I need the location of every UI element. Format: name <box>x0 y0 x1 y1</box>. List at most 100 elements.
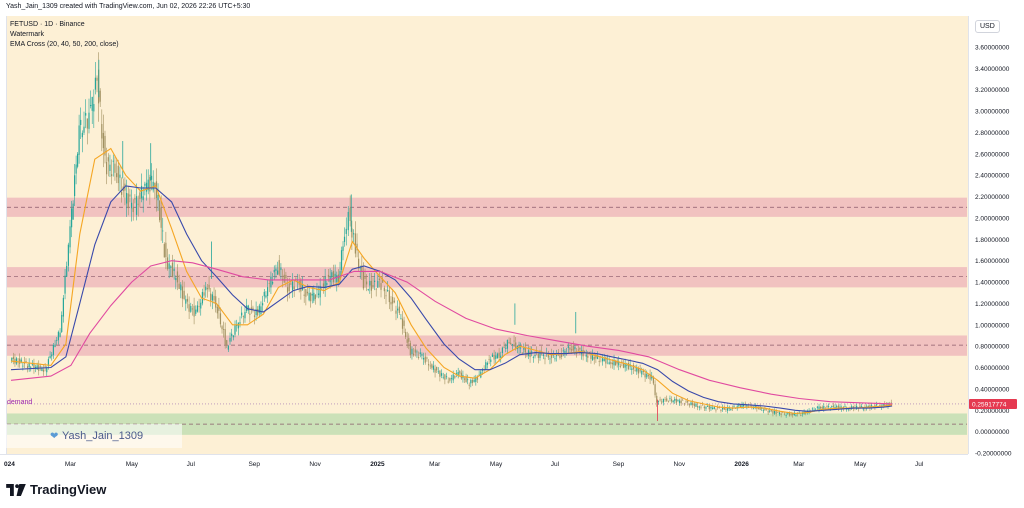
y-tick-label: 3.60000000 <box>975 45 1010 52</box>
candle-body <box>345 228 347 234</box>
candle-body <box>252 307 254 311</box>
candle-body <box>19 358 21 364</box>
candle-body <box>574 346 576 350</box>
candle-body <box>205 286 207 291</box>
candle-body <box>669 398 671 399</box>
candle-body <box>500 355 502 358</box>
candle-body <box>614 361 617 366</box>
candle-body <box>440 373 443 376</box>
candle-body <box>605 357 607 364</box>
candle-body <box>90 105 92 107</box>
y-tick-label: 2.60000000 <box>975 151 1010 158</box>
candle-body <box>66 265 68 277</box>
candle-body <box>661 401 663 403</box>
candle-body <box>380 283 382 290</box>
candle-body <box>275 268 277 271</box>
candle-body <box>733 405 735 407</box>
candle-body <box>562 350 564 352</box>
candle-body <box>520 347 522 349</box>
currency-button[interactable]: USD <box>975 20 1000 33</box>
y-tick-label: 1.80000000 <box>975 237 1010 244</box>
watermark-indicator-label[interactable]: Watermark <box>10 31 44 38</box>
candle-body <box>191 308 194 310</box>
candle-body <box>57 331 59 341</box>
candle-body <box>147 179 149 191</box>
candle-body <box>56 340 58 341</box>
candle-body <box>770 409 772 411</box>
candle-body <box>506 339 509 349</box>
symbol-label[interactable]: FETUSD · 1D · Binance <box>10 21 85 28</box>
candle-body <box>687 401 689 403</box>
candle-body <box>102 132 104 149</box>
candle-body <box>426 357 428 359</box>
candle-body <box>685 401 687 403</box>
candle-body <box>723 407 725 410</box>
candle-body <box>432 365 435 370</box>
candle-body <box>859 405 861 407</box>
candle-body <box>142 196 144 201</box>
chart-area[interactable] <box>6 16 969 454</box>
candle-body <box>531 351 533 353</box>
y-tick-label: 1.00000000 <box>975 322 1010 329</box>
candle-body <box>490 359 492 362</box>
candle-body <box>208 284 210 290</box>
candle-body <box>431 364 433 368</box>
candle-body <box>452 374 454 381</box>
candle-body <box>518 346 520 349</box>
candle-body <box>268 283 270 284</box>
tradingview-logo[interactable]: TradingView <box>6 482 106 497</box>
candle-body <box>26 366 29 368</box>
candle-body <box>591 354 594 361</box>
candle-body <box>332 271 335 283</box>
candle-body <box>778 412 781 415</box>
candle-body <box>77 153 79 167</box>
candle-body <box>75 164 77 174</box>
candle-body <box>358 258 360 269</box>
candle-body <box>300 279 302 292</box>
candle-body <box>319 285 321 298</box>
candle-body <box>875 404 878 406</box>
time-axis[interactable] <box>0 454 968 473</box>
y-tick-label: 1.40000000 <box>975 280 1010 287</box>
candle-body <box>488 359 490 361</box>
candle-body <box>844 406 846 408</box>
x-tick-label: Jul <box>915 461 924 468</box>
candle-body <box>165 242 167 258</box>
candle-body <box>196 305 199 312</box>
candle-body <box>439 370 441 377</box>
candle-body <box>112 160 114 162</box>
candle-body <box>30 367 32 369</box>
candle-body <box>788 412 791 416</box>
candle-body <box>395 310 397 314</box>
candle-body <box>847 408 849 410</box>
candle-body <box>375 288 377 290</box>
candle-body <box>498 352 500 358</box>
candle-body <box>83 126 85 133</box>
x-tick-label: Mar <box>429 461 441 468</box>
candle-body <box>537 353 539 358</box>
candle-body <box>152 181 154 191</box>
series-line-ema200 <box>10 260 893 405</box>
candle-body <box>74 175 76 197</box>
candle-body <box>717 407 719 409</box>
ema-indicator-label[interactable]: EMA Cross (20, 40, 50, 200, close) <box>10 41 119 48</box>
candle-body <box>306 291 309 294</box>
candle-body <box>442 376 444 378</box>
candle-body <box>47 359 50 367</box>
candle-body <box>59 332 61 337</box>
candle-body <box>393 300 395 303</box>
candle-body <box>762 410 764 412</box>
candle-body <box>571 349 573 351</box>
candle-body <box>405 332 407 338</box>
x-tick-label: Sep <box>613 461 625 468</box>
candle-body <box>496 353 499 359</box>
candle-body <box>224 329 226 345</box>
candle-body <box>619 365 621 368</box>
candle-body <box>445 376 448 378</box>
candle-body <box>495 355 497 359</box>
candle-body <box>646 373 648 378</box>
candle-body <box>134 198 136 200</box>
price-axis[interactable]: USD <box>968 16 1024 454</box>
candle-body <box>882 403 884 406</box>
